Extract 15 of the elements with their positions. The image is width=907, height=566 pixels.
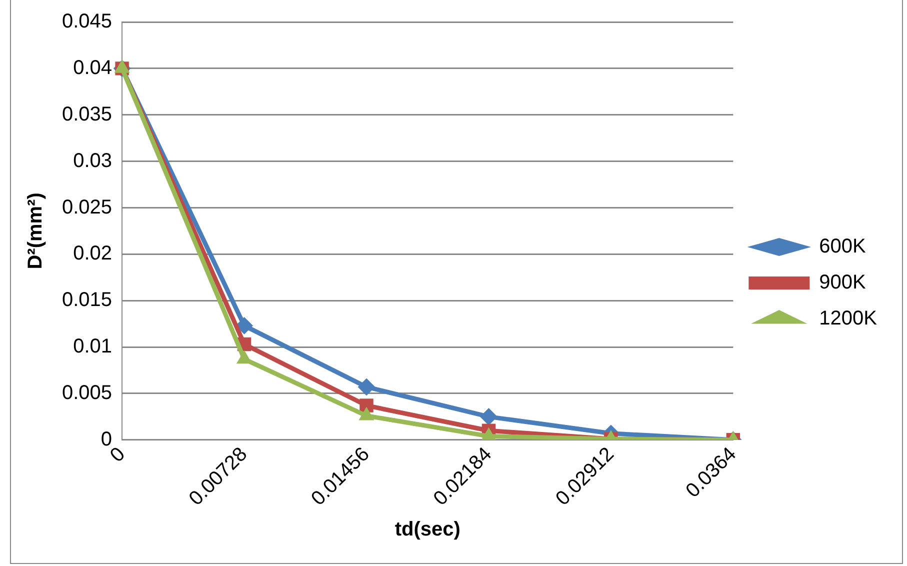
y-tick-label: 0.01: [73, 336, 112, 358]
x-axis-title: td(sec): [394, 518, 460, 541]
y-tick-label: 0.02: [73, 242, 112, 265]
y-axis-title: D²(mm²): [24, 192, 47, 270]
y-tick-label: 0: [100, 428, 112, 450]
y-tick-label: 0.005: [62, 382, 112, 404]
y-tick-label: 0.025: [62, 196, 112, 218]
legend-label: 900K: [819, 272, 867, 294]
y-tick-label: 0.03: [73, 150, 112, 172]
legend-label: 600K: [819, 236, 867, 258]
legend-label: 1200K: [819, 308, 878, 330]
y-tick-label: 0.045: [62, 10, 112, 33]
y-tick-label: 0.015: [62, 289, 112, 312]
y-tick-label: 0.04: [73, 56, 112, 79]
y-tick-label: 0.035: [62, 103, 112, 126]
